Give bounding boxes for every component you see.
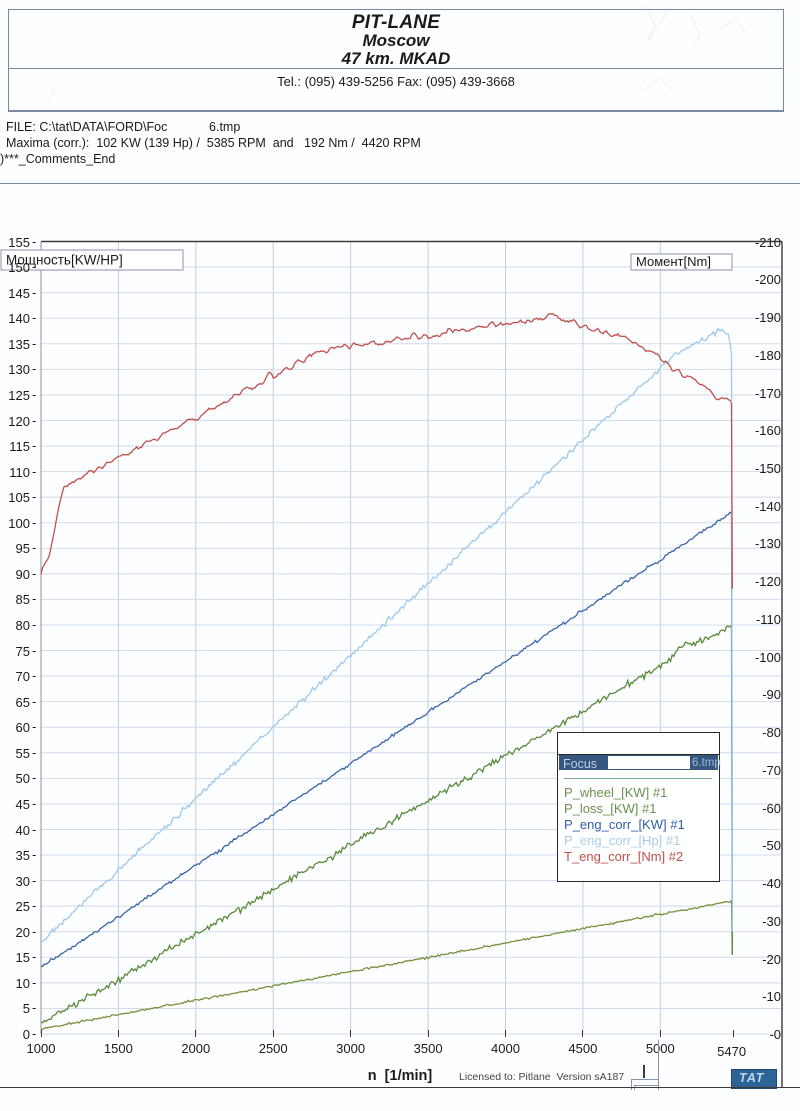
svg-text:Момент[Nm]: Момент[Nm]	[636, 254, 711, 269]
